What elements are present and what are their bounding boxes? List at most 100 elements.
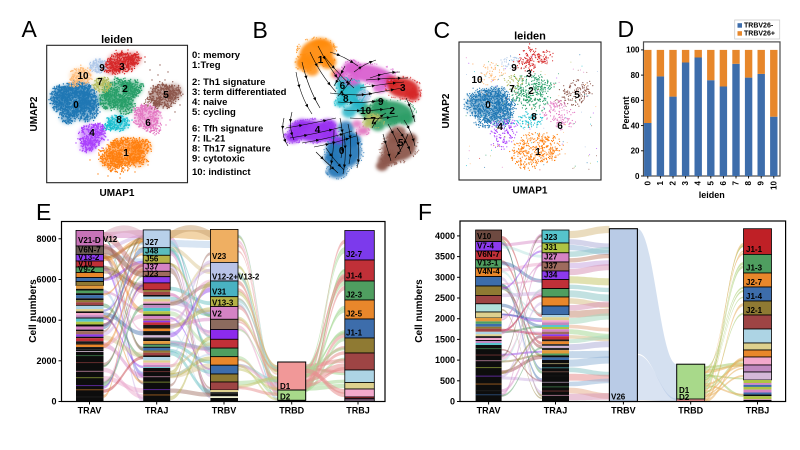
svg-text:UMAP1: UMAP1 — [99, 188, 134, 199]
svg-text:J2-5: J2-5 — [346, 310, 363, 319]
svg-text:8: 8 — [116, 115, 122, 126]
svg-text:TRBV26-: TRBV26- — [744, 23, 774, 30]
svg-text:J2-1: J2-1 — [746, 306, 763, 315]
svg-text:8: Th17 signature: 8: Th17 signature — [192, 144, 271, 155]
svg-text:UMAP1: UMAP1 — [512, 186, 547, 197]
svg-text:2000: 2000 — [435, 314, 455, 324]
svg-text:J2-7: J2-7 — [746, 278, 763, 287]
svg-text:4: 4 — [497, 122, 503, 133]
svg-text:5: 5 — [163, 90, 169, 101]
svg-text:1000: 1000 — [435, 355, 455, 365]
svg-text:V10: V10 — [477, 232, 492, 241]
svg-text:1500: 1500 — [435, 334, 455, 344]
svg-text:Percent: Percent — [621, 96, 631, 129]
svg-text:V21-D: V21-D — [78, 236, 101, 245]
svg-text:9: 9 — [99, 63, 105, 74]
svg-text:3500: 3500 — [435, 252, 455, 262]
svg-text:9: 9 — [378, 97, 384, 108]
svg-text:6: 6 — [557, 121, 563, 132]
svg-text:9: 9 — [757, 180, 766, 185]
svg-text:J27: J27 — [544, 253, 558, 262]
svg-text:V12: V12 — [103, 235, 118, 244]
svg-text:3000: 3000 — [435, 272, 455, 282]
svg-text:7: 7 — [370, 116, 376, 127]
svg-text:7: 7 — [97, 77, 103, 88]
svg-text:4: 4 — [315, 125, 321, 136]
svg-text:5: cycling: 5: cycling — [192, 107, 236, 118]
svg-text:10: indistinct: 10: indistinct — [192, 167, 251, 178]
svg-text:Cell numbers: Cell numbers — [414, 279, 425, 343]
svg-text:8: 8 — [744, 180, 753, 185]
svg-text:3: term differentiated: 3: term differentiated — [192, 87, 287, 98]
svg-text:10: 10 — [769, 180, 778, 189]
svg-text:1: 1 — [535, 147, 541, 158]
svg-text:7: IL-21: 7: IL-21 — [192, 134, 226, 145]
svg-text:TRBV: TRBV — [212, 406, 237, 416]
svg-text:0: 0 — [643, 180, 652, 185]
svg-text:2500: 2500 — [435, 293, 455, 303]
svg-text:leiden: leiden — [514, 31, 546, 43]
svg-text:2000: 2000 — [36, 356, 56, 366]
svg-text:V13-2: V13-2 — [78, 253, 100, 262]
svg-text:D1: D1 — [280, 382, 291, 391]
svg-text:V4N-4: V4N-4 — [477, 267, 500, 276]
svg-text:1: 1 — [123, 148, 129, 159]
svg-text:V26: V26 — [611, 393, 626, 402]
svg-text:V31: V31 — [212, 288, 227, 297]
svg-text:8000: 8000 — [36, 234, 56, 244]
svg-text:4: naive: 4: naive — [192, 97, 227, 108]
svg-text:J23: J23 — [544, 233, 558, 242]
svg-text:0: 0 — [450, 397, 455, 407]
svg-text:7: 7 — [732, 180, 741, 185]
svg-text:D: D — [618, 16, 635, 42]
svg-text:TRBD: TRBD — [279, 406, 304, 416]
svg-text:20: 20 — [631, 147, 640, 156]
svg-text:E: E — [36, 199, 51, 225]
svg-text:TRBV: TRBV — [611, 406, 636, 416]
svg-text:leiden: leiden — [101, 34, 133, 46]
svg-text:J37: J37 — [145, 263, 159, 272]
svg-text:5: 5 — [398, 138, 404, 149]
svg-text:J2-3: J2-3 — [346, 291, 363, 300]
svg-text:J1-3: J1-3 — [746, 264, 763, 273]
svg-text:9: 9 — [511, 63, 517, 74]
svg-text:B: B — [253, 17, 268, 43]
svg-text:D1: D1 — [679, 386, 690, 395]
svg-text:2: 2 — [122, 84, 128, 95]
svg-text:C: C — [434, 17, 451, 43]
svg-text:1: 1 — [318, 55, 324, 66]
svg-text:0: 0 — [339, 146, 345, 157]
svg-text:0: 0 — [51, 397, 56, 407]
svg-text:6: 6 — [340, 81, 346, 92]
svg-text:V6N-7: V6N-7 — [477, 250, 500, 259]
svg-text:80: 80 — [631, 71, 640, 80]
svg-text:UMAP2: UMAP2 — [29, 96, 40, 131]
svg-text:TRBV26+: TRBV26+ — [744, 31, 775, 38]
svg-text:2: Th1 signature: 2: Th1 signature — [192, 77, 265, 88]
svg-text:V9-2: V9-2 — [78, 265, 95, 274]
svg-text:10: 10 — [360, 106, 372, 117]
svg-text:V13-1: V13-1 — [477, 259, 499, 268]
svg-text:60: 60 — [631, 96, 640, 105]
svg-text:V13-3: V13-3 — [212, 299, 234, 308]
svg-text:D2: D2 — [280, 393, 291, 402]
svg-text:3: 3 — [681, 180, 690, 185]
svg-text:J2-7: J2-7 — [346, 250, 363, 259]
svg-text:J48: J48 — [145, 247, 159, 256]
svg-text:6000: 6000 — [36, 275, 56, 285]
svg-text:J56: J56 — [145, 255, 159, 264]
svg-text:J37: J37 — [544, 262, 558, 271]
svg-text:4000: 4000 — [435, 231, 455, 241]
svg-text:V6N-7: V6N-7 — [78, 246, 101, 255]
svg-text:3: 3 — [526, 69, 532, 80]
svg-text:Cell numbers: Cell numbers — [28, 279, 39, 343]
svg-text:5: 5 — [706, 180, 715, 185]
svg-text:J1-4: J1-4 — [346, 272, 363, 281]
svg-text:2: 2 — [389, 106, 395, 117]
svg-text:J1-1: J1-1 — [346, 329, 363, 338]
svg-text:J1-1: J1-1 — [746, 245, 763, 254]
svg-text:6: 6 — [719, 180, 728, 185]
svg-text:6: 6 — [145, 118, 151, 129]
svg-text:0: 0 — [73, 100, 79, 111]
svg-text:TRBJ: TRBJ — [346, 406, 370, 416]
